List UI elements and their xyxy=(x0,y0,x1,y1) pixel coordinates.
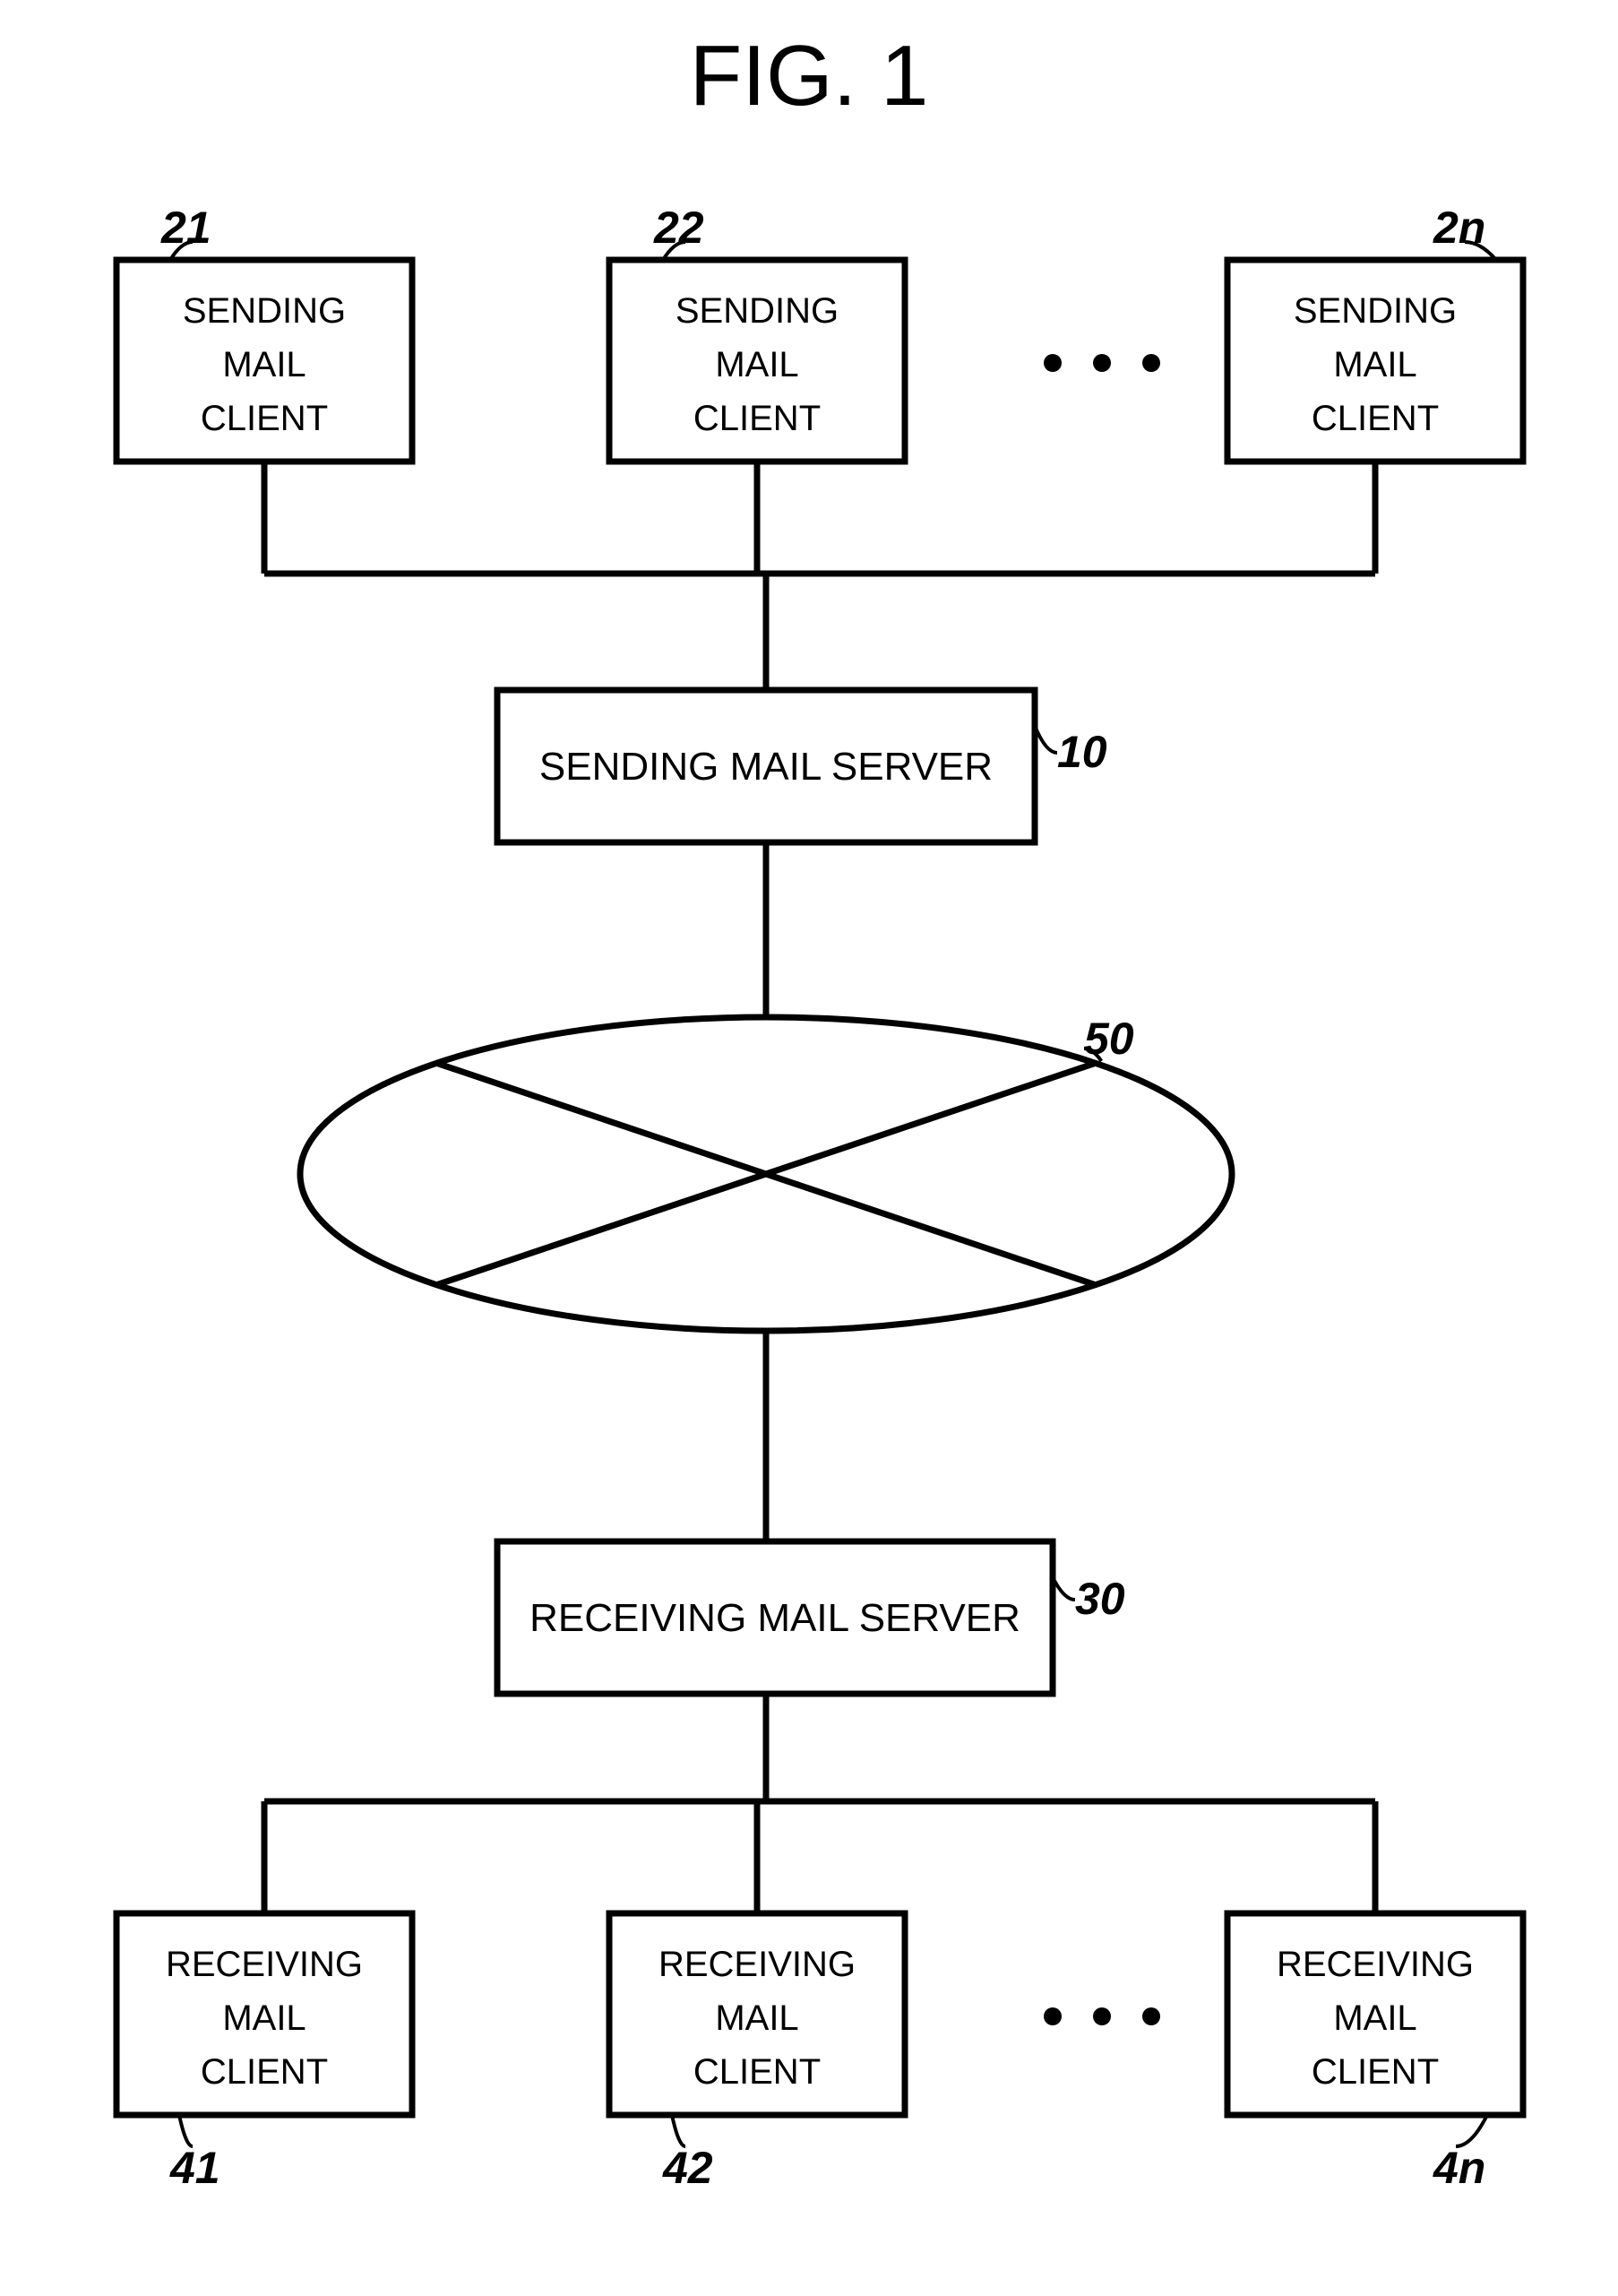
ref-30: 30 xyxy=(1075,1573,1125,1625)
sending-client-text: CLIENT xyxy=(1312,399,1439,438)
sending-server-text: SENDING MAIL SERVER xyxy=(539,745,993,789)
receiving-client-text: CLIENT xyxy=(693,2052,821,2092)
ellipsis-dot xyxy=(1142,2007,1160,2025)
receiving-client-text: RECEIVING xyxy=(658,1945,856,1984)
leader-line xyxy=(1053,1577,1075,1600)
sending-client-text: CLIENT xyxy=(693,399,821,438)
receiving-client-text: RECEIVING xyxy=(166,1945,363,1984)
receiving-client-text: CLIENT xyxy=(1312,2052,1439,2092)
sending-client-text: MAIL xyxy=(715,345,798,384)
receiving-server-text: RECEIVING MAIL SERVER xyxy=(529,1596,1020,1640)
receiving-client-text: MAIL xyxy=(1333,1998,1416,2038)
receiving-client-text: RECEIVING xyxy=(1277,1945,1474,1984)
sending-client-text: MAIL xyxy=(1333,345,1416,384)
sending-client-text: CLIENT xyxy=(201,399,328,438)
receiving-client-text: MAIL xyxy=(222,1998,306,2038)
ellipsis-dot xyxy=(1093,2007,1111,2025)
figure-stage: FIG. 1 SENDINGMAILCLIENTSENDINGMAILCLIEN… xyxy=(0,0,1618,2296)
ellipsis-dot xyxy=(1093,354,1111,372)
ref-22: 22 xyxy=(654,202,704,254)
sending-client-text: MAIL xyxy=(222,345,306,384)
receiving-client-text: CLIENT xyxy=(201,2052,328,2092)
ref-2n: 2n xyxy=(1433,202,1485,254)
ellipsis-dot xyxy=(1142,354,1160,372)
sending-client-text: SENDING xyxy=(183,291,346,331)
sending-client-text: SENDING xyxy=(1294,291,1457,331)
ellipsis-dot xyxy=(1044,354,1062,372)
ref-41: 41 xyxy=(170,2142,220,2194)
ref-10: 10 xyxy=(1057,726,1107,778)
ref-42: 42 xyxy=(663,2142,713,2194)
receiving-client-text: MAIL xyxy=(715,1998,798,2038)
ref-50: 50 xyxy=(1084,1013,1134,1065)
leader-line xyxy=(1035,726,1057,753)
ref-4n: 4n xyxy=(1433,2142,1485,2194)
diagram-svg: SENDING MAIL CLIENT SENDING MAIL CLIENT SENDIN… xyxy=(0,0,1618,2296)
ellipsis-dot xyxy=(1044,2007,1062,2025)
sending-client-text: SENDING xyxy=(676,291,839,331)
ref-21: 21 xyxy=(161,202,211,254)
